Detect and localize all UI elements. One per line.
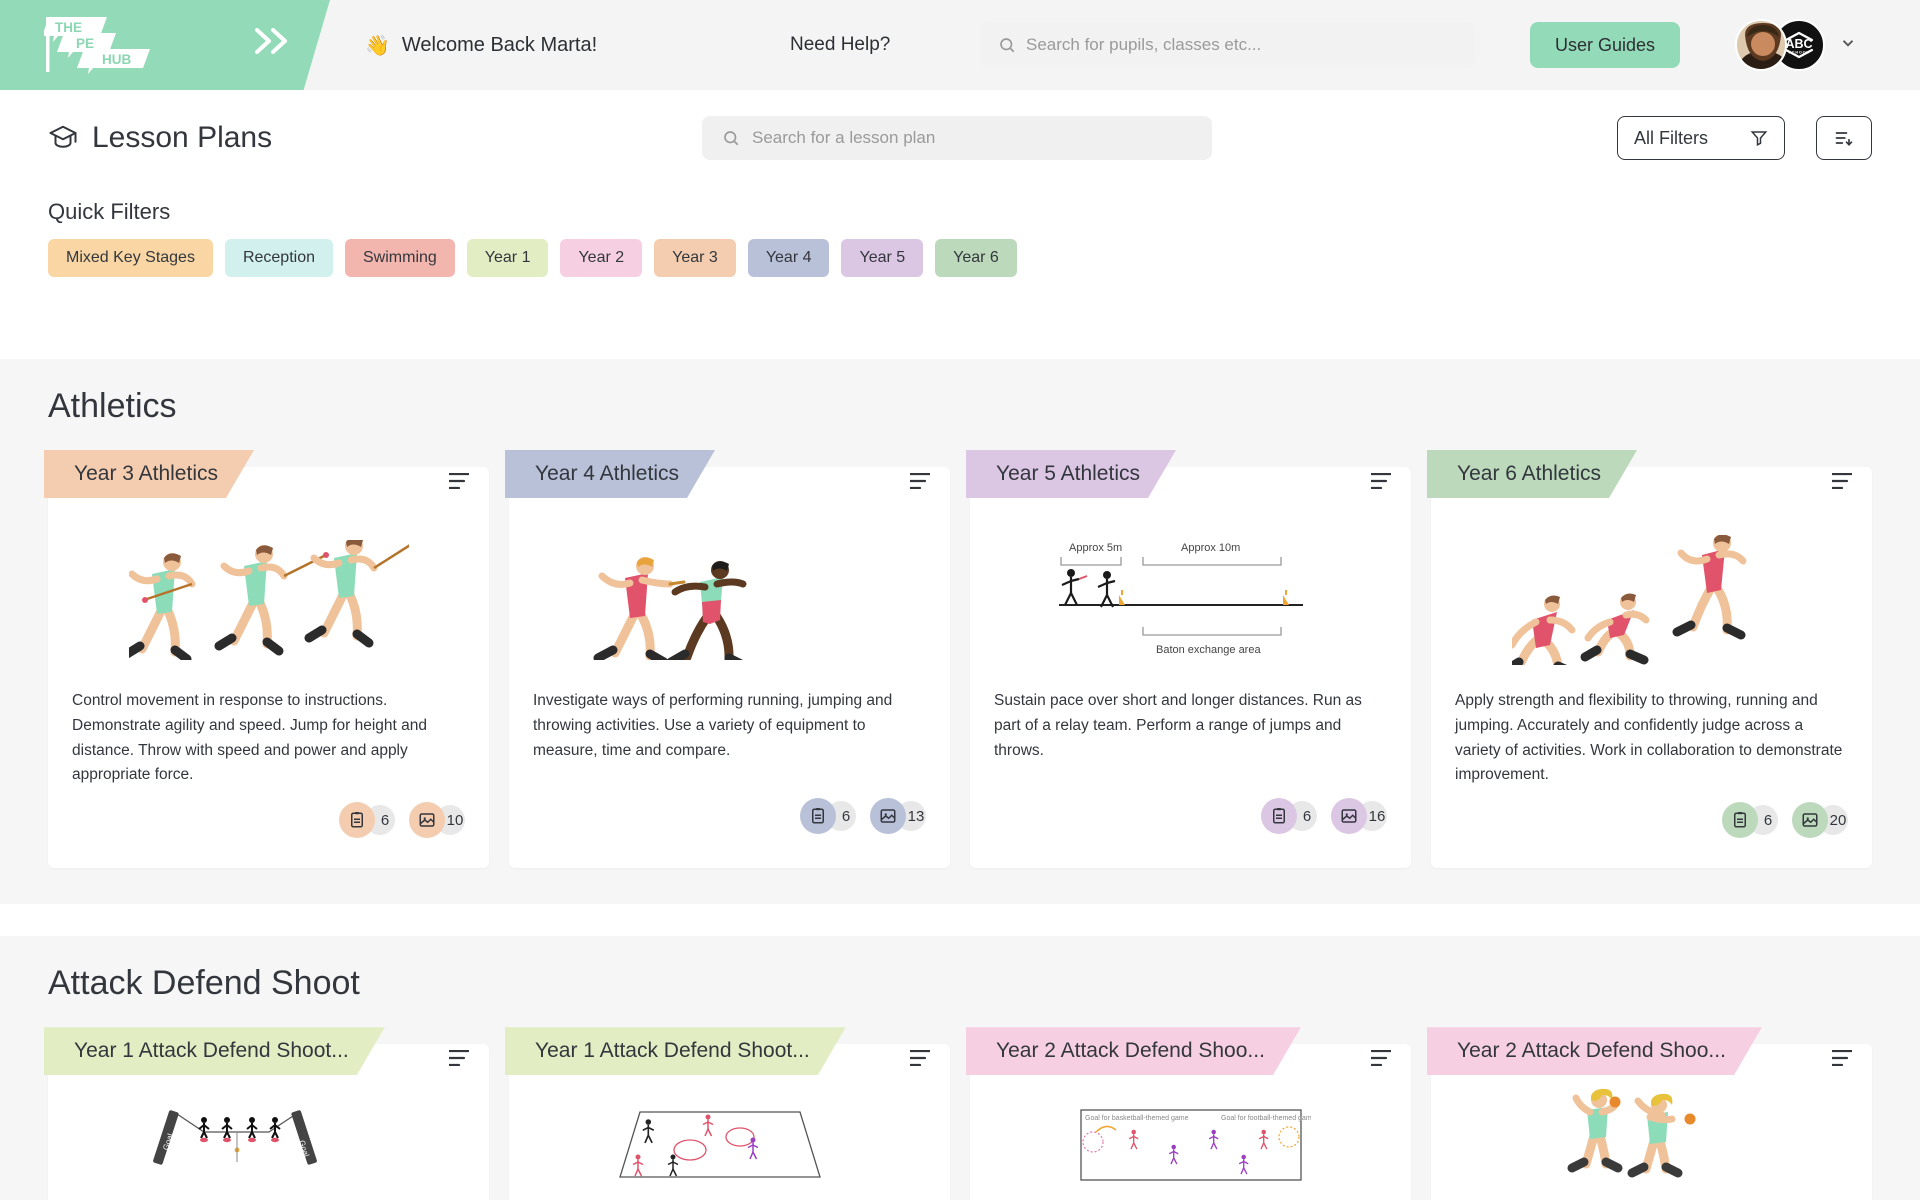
svg-text:Approx 10m: Approx 10m	[1181, 542, 1240, 554]
svg-text:PE: PE	[76, 36, 94, 51]
svg-text:Approx 5m: Approx 5m	[1069, 542, 1122, 554]
svg-text:Baton exchange area: Baton exchange area	[1156, 644, 1261, 656]
svg-text:Goal for basketball-themed gam: Goal for basketball-themed game	[1085, 1115, 1189, 1122]
svg-text:SCHOOL: SCHOOL	[1788, 50, 1809, 54]
svg-text:Goal for football-themed game: Goal for football-themed game	[1221, 1115, 1311, 1122]
svg-text:THE: THE	[55, 20, 82, 35]
svg-text:ABC: ABC	[1785, 37, 1812, 51]
svg-text:HUB: HUB	[102, 52, 131, 67]
